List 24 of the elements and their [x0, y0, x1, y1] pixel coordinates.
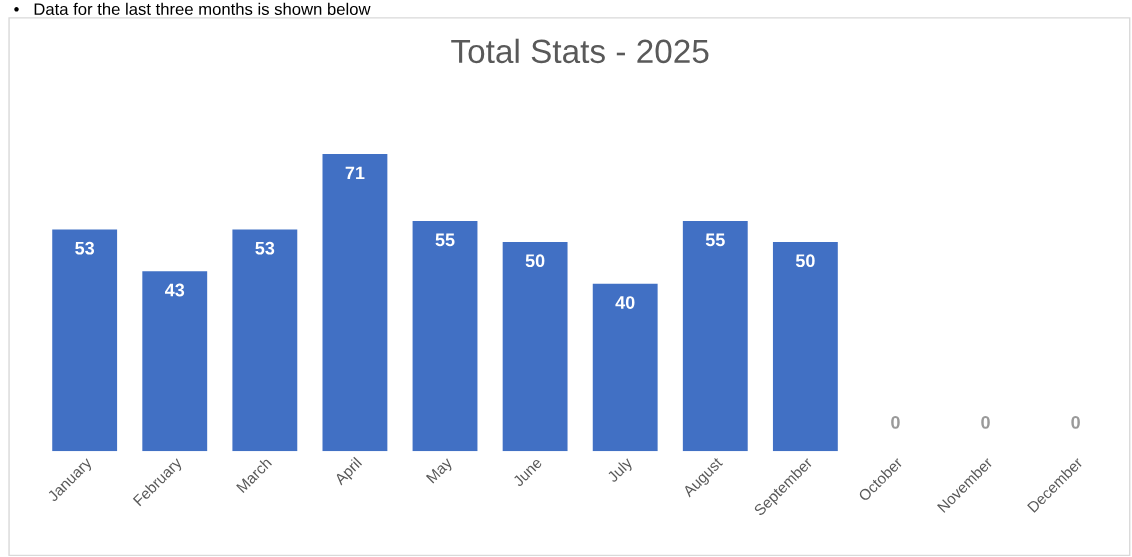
chart-title: Total Stats - 2025	[451, 38, 709, 64]
data-label: 0	[981, 416, 990, 429]
bar	[592, 283, 658, 452]
bar	[772, 241, 838, 452]
bar	[502, 241, 568, 452]
data-label: 40	[615, 296, 635, 309]
bar	[232, 229, 298, 452]
text: • Data for the last three months is shown below	[14, 2, 371, 16]
data-label: 53	[75, 241, 95, 255]
data-label: 53	[255, 241, 275, 255]
x-tick-label: July	[606, 456, 636, 486]
data-label: 71	[345, 166, 365, 180]
data-label: 0	[891, 416, 900, 429]
data-label: 0	[1071, 416, 1080, 429]
data-label: 55	[435, 233, 455, 247]
bar	[322, 154, 388, 452]
data-label: 55	[705, 233, 725, 247]
data-label: 43	[164, 283, 185, 297]
data-label: 50	[525, 254, 545, 268]
bar	[412, 221, 478, 452]
data-label: 50	[795, 254, 815, 268]
bar	[682, 221, 748, 452]
bar	[52, 229, 118, 452]
bar	[142, 271, 208, 452]
